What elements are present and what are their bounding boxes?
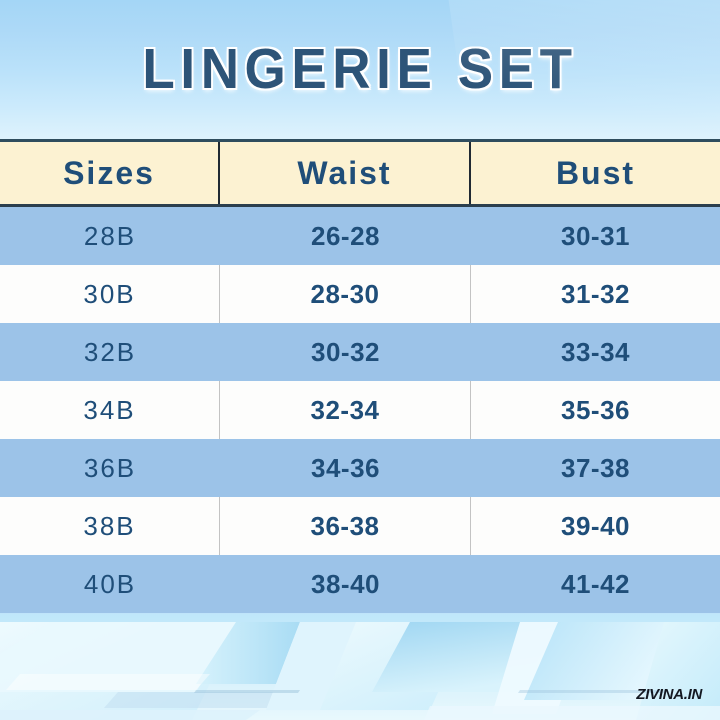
footer-polygon-graphic [0,614,720,720]
cell-bust: 39-40 [561,510,630,541]
table-header-row: Sizes Waist Bust [0,139,720,207]
cell-waist: 30-32 [311,336,380,367]
table-row: 40B 38-40 41-42 [0,555,720,613]
cell-size: 30B [0,265,220,323]
column-header-bust: Bust [555,154,636,191]
table-row: 30B 28-30 31-32 [0,265,720,323]
table-row: 28B 26-28 30-31 [0,207,720,265]
cell-size: 28B [83,220,137,251]
table-row: 34B 32-34 35-36 [0,381,720,439]
table-row: 36B 34-36 37-38 [0,439,720,497]
cell-bust: 33-34 [561,336,630,367]
table-row: 38B 36-38 39-40 [0,497,720,555]
page-title: LINGERIE SET [142,37,578,101]
table-row: 32B 30-32 33-34 [0,323,720,381]
cell-size: 40B [83,568,137,599]
cell-size: 32B [83,336,137,367]
watermark-zivina: ZIVINA.IN [636,686,702,703]
cell-bust: 37-38 [561,452,630,483]
cell-bust: 30-31 [561,220,630,251]
cell-bust: 35-36 [561,394,630,425]
cell-waist: 28-30 [220,265,471,323]
cell-waist: 32-34 [220,381,471,439]
cell-waist: 34-36 [311,452,380,483]
column-header-sizes: Sizes [0,142,220,204]
cell-waist: 36-38 [220,497,471,555]
cell-bust: 41-42 [561,568,630,599]
title-banner: LINGERIE SET [0,0,720,140]
cell-size: 36B [83,452,137,483]
cell-waist: 26-28 [311,220,380,251]
cell-size: 34B [0,381,220,439]
column-header-waist: Waist [220,142,471,204]
cell-waist: 38-40 [311,568,380,599]
decorative-footer: ZIVINA.IN [0,614,720,720]
cell-size: 38B [0,497,220,555]
size-table: Sizes Waist Bust 28B 26-28 30-31 30B 28-… [0,139,720,613]
cell-bust: 31-32 [561,278,630,309]
